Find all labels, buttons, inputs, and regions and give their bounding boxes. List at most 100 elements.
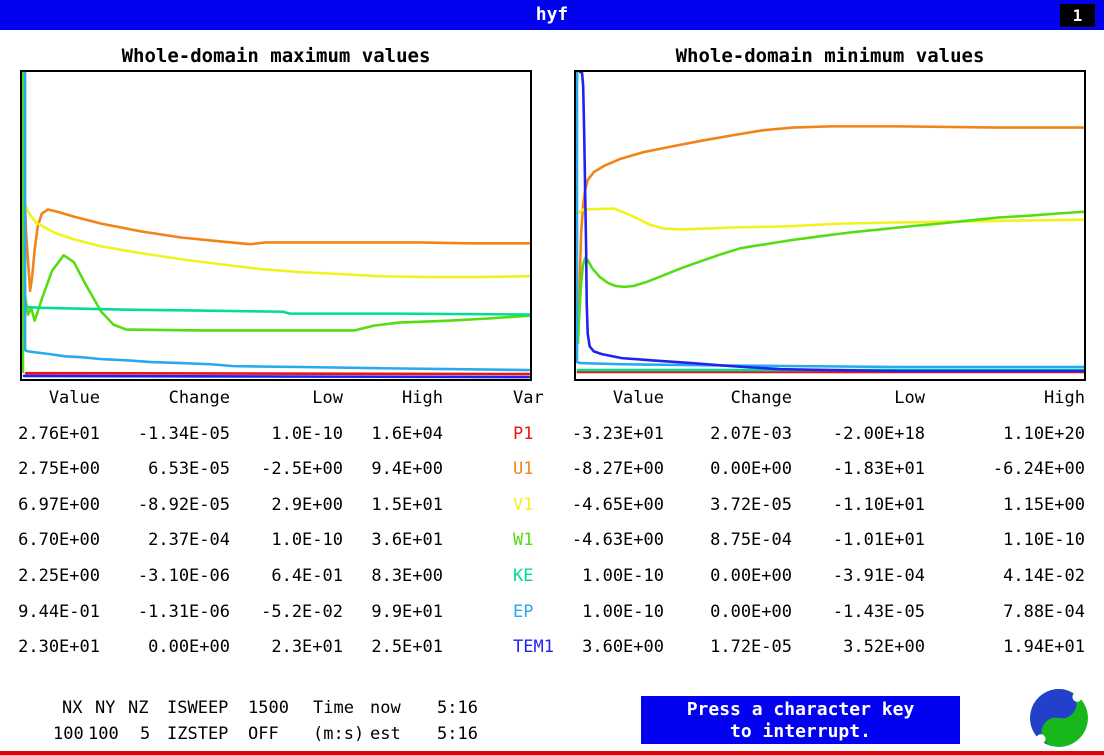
status-time-now: 5:16 [437, 698, 478, 718]
series-W1 [22, 254, 530, 332]
window-title: hyf [535, 4, 569, 25]
column-header-value: Value [612, 388, 664, 408]
table-cell: -3.91E-04 [832, 565, 925, 586]
column-header-change: Change [730, 388, 792, 408]
table-cell: 7.88E-04 [1003, 601, 1085, 622]
table-cell: 0.00E+00 [710, 565, 792, 586]
table-cell: 9.4E+00 [371, 459, 443, 480]
table-cell: 9.44E-01 [18, 601, 100, 622]
table-cell: 2.37E-04 [148, 530, 230, 551]
var-label-V1: V1 [513, 494, 534, 515]
table-cell: -8.27E+00 [571, 459, 664, 480]
table-cell: 1.0E-10 [271, 530, 343, 551]
table-cell: 9.9E+01 [371, 601, 443, 622]
table-cell: -6.24E+00 [992, 459, 1085, 480]
table-cell: 6.70E+00 [18, 530, 100, 551]
max-table: Value Change Low High Var 2.76E+01 -1.34E… [0, 388, 563, 673]
table-cell: 1.6E+04 [371, 423, 443, 444]
status-izstep-value: OFF [248, 724, 279, 744]
status-nz-value: 5 [140, 724, 151, 744]
series-V1 [577, 207, 1084, 231]
var-label-P1: P1 [513, 423, 534, 444]
column-header-low: Low [312, 388, 343, 408]
table-cell: -1.43E-05 [832, 601, 925, 622]
chart-title-max: Whole-domain maximum values [121, 45, 431, 67]
table-cell: 1.72E-05 [710, 637, 792, 658]
table-cell: 2.30E+01 [18, 637, 100, 658]
column-header-low: Low [894, 388, 925, 408]
table-cell: 8.3E+00 [371, 565, 443, 586]
table-cell: 2.5E+01 [371, 637, 443, 658]
interrupt-message-box[interactable]: Press a character key to interrupt. [641, 696, 960, 744]
table-cell: -4.65E+00 [571, 494, 664, 515]
table-cell: 4.14E-02 [1003, 565, 1085, 586]
status-ny-label: NY [95, 698, 116, 718]
table-cell: 1.5E+01 [371, 494, 443, 515]
table-cell: -1.83E+01 [832, 459, 925, 480]
table-cell: 1.15E+00 [1003, 494, 1085, 515]
table-cell: 1.0E-10 [271, 423, 343, 444]
column-header-high: High [1044, 388, 1085, 408]
table-cell: 1.94E+01 [1003, 637, 1085, 658]
table-cell: 0.00E+00 [710, 459, 792, 480]
status-izstep-label: IZSTEP [167, 724, 229, 744]
column-header-value: Value [48, 388, 100, 408]
column-header-change: Change [168, 388, 230, 408]
column-header-var: Var [513, 388, 544, 408]
table-cell: 6.53E-05 [148, 459, 230, 480]
interrupt-line-2: to interrupt. [730, 721, 871, 742]
status-time-label: Time [313, 698, 354, 718]
status-isweep-value: 1500 [248, 698, 289, 718]
table-cell: 0.00E+00 [148, 637, 230, 658]
table-cell: 6.4E-01 [271, 565, 343, 586]
chart-min-plot [574, 70, 1086, 381]
table-cell: -3.23E+01 [571, 423, 664, 444]
table-cell: -4.63E+00 [571, 530, 664, 551]
table-cell: 8.75E-04 [710, 530, 792, 551]
table-cell: 2.76E+01 [18, 423, 100, 444]
status-nz-label: NZ [128, 698, 149, 718]
status-nx-value: 100 [53, 724, 84, 744]
series-EP [23, 72, 530, 372]
table-cell: 0.00E+00 [710, 601, 792, 622]
status-isweep-label: ISWEEP [167, 698, 229, 718]
table-cell: -1.10E+01 [832, 494, 925, 515]
series-EP [576, 72, 1084, 369]
min-table: Value Change Low High -3.23E+01 2.07E-03 -… [552, 388, 1085, 673]
series-TEM1 [22, 374, 530, 379]
var-label-EP: EP [513, 601, 534, 622]
chart-title-min: Whole-domain minimum values [675, 45, 985, 67]
table-cell: -1.01E+01 [832, 530, 925, 551]
table-cell: 1.10E-10 [1003, 530, 1085, 551]
table-cell: 2.07E-03 [710, 423, 792, 444]
column-header-high: High [402, 388, 443, 408]
series-V1 [22, 197, 530, 279]
var-label-KE: KE [513, 565, 534, 586]
series-KE [22, 305, 530, 316]
title-bar: hyf 1 [0, 0, 1104, 30]
table-cell: 6.97E+00 [18, 494, 100, 515]
table-cell: -5.2E-02 [261, 601, 343, 622]
table-cell: 3.52E+00 [843, 637, 925, 658]
table-cell: -1.31E-06 [137, 601, 230, 622]
status-ms-label: (m:s) [313, 724, 365, 744]
table-cell: 2.75E+00 [18, 459, 100, 480]
var-label-W1: W1 [513, 530, 534, 551]
var-label-U1: U1 [513, 459, 534, 480]
table-cell: -2.00E+18 [832, 423, 925, 444]
table-cell: -3.10E-06 [137, 565, 230, 586]
table-cell: 3.60E+00 [582, 637, 664, 658]
bottom-divider [0, 751, 1104, 755]
table-cell: 2.9E+00 [271, 494, 343, 515]
table-cell: 3.72E-05 [710, 494, 792, 515]
status-nx-label: NX [62, 698, 83, 718]
table-cell: 1.00E-10 [582, 565, 664, 586]
status-ny-value: 100 [88, 724, 119, 744]
page-indicator: 1 [1060, 4, 1095, 27]
interrupt-line-1: Press a character key [686, 699, 915, 720]
table-cell: 2.3E+01 [271, 637, 343, 658]
table-cell: 1.00E-10 [582, 601, 664, 622]
table-cell: 2.25E+00 [18, 565, 100, 586]
chart-max-plot [20, 70, 532, 381]
status-est-label: est [370, 724, 401, 744]
